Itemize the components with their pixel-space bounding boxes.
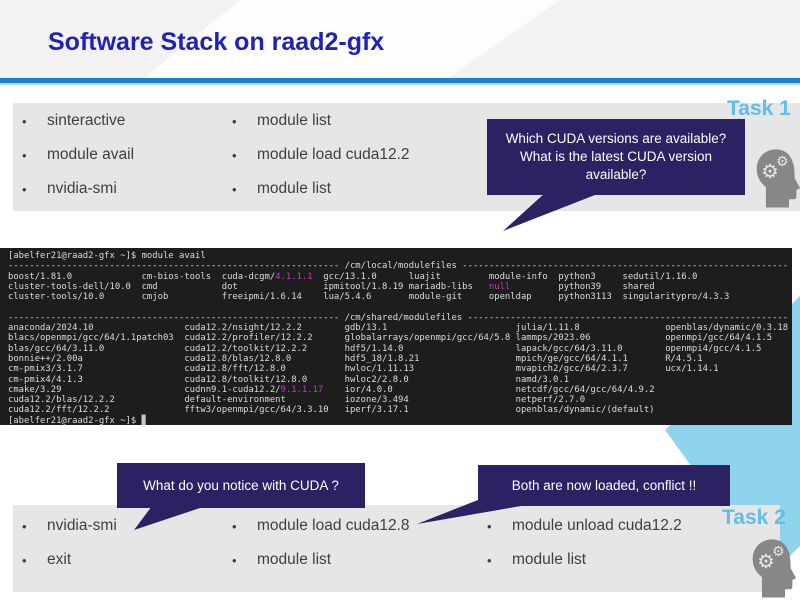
bubble-tail [134, 506, 206, 530]
bullet-dot: • [232, 518, 237, 534]
command-bullet: • module list [487, 543, 682, 577]
command-text: module list [257, 112, 332, 129]
command-bullet: • nvidia-smi [22, 509, 117, 543]
thinking-head-icon: ⚙ ⚙ [756, 149, 800, 208]
command-bullet: • module load cuda12.8 [232, 509, 410, 543]
bullet-dot: • [22, 113, 27, 129]
task2-label: Task 2 [722, 506, 786, 529]
command-text: module load cuda12.2 [257, 146, 410, 163]
bullet-dot: • [487, 552, 492, 568]
command-text: module avail [47, 146, 135, 163]
command-bullet: • sinteractive [22, 104, 134, 138]
bullet-dot: • [487, 518, 492, 534]
command-text: sinteractive [47, 112, 126, 129]
page-title: Software Stack on raad2-gfx [48, 28, 385, 56]
task1-label: Task 1 [727, 97, 791, 120]
command-bullet: • nvidia-smi [22, 172, 134, 206]
bullet-dot: • [232, 147, 237, 163]
command-text: module list [512, 551, 587, 568]
bullet-dot: • [22, 181, 27, 197]
task2-command-list-col2: • module load cuda12.8 • module list [232, 509, 410, 577]
command-bullet: • module load cuda12.2 [232, 138, 410, 172]
command-bullet: • module unload cuda12.2 [487, 509, 682, 543]
command-text: module list [257, 551, 332, 568]
command-bullet: • module list [232, 172, 410, 206]
task1-question-bubble: Which CUDA versions are available? What … [487, 119, 745, 195]
bubble-tail [503, 193, 600, 231]
command-bullet: • module list [232, 543, 410, 577]
gear-icon: ⚙ [772, 543, 784, 559]
bullet-dot: • [22, 518, 27, 534]
bullet-dot: • [22, 147, 27, 163]
task2-panel [13, 505, 780, 592]
terminal-output: [abelfer21@raad2-gfx ~]$ module avail ---… [0, 248, 792, 425]
task2-command-list-col3: • module unload cuda12.2 • module list [487, 509, 682, 577]
gear-icon: ⚙ [776, 153, 788, 169]
bullet-dot: • [232, 552, 237, 568]
bullet-dot: • [232, 113, 237, 129]
command-text: exit [47, 551, 72, 568]
bullet-dot: • [232, 181, 237, 197]
task2-command-list-col1: • nvidia-smi • exit [22, 509, 117, 577]
command-bullet: • module list [232, 104, 410, 138]
command-text: nvidia-smi [47, 180, 117, 197]
title-underline-light [0, 83, 800, 85]
command-text: module list [257, 180, 332, 197]
gear-icon: ⚙ [761, 161, 778, 183]
command-text: nvidia-smi [47, 517, 117, 534]
bubble-tail [417, 498, 527, 524]
command-bullet: • module avail [22, 138, 134, 172]
title-underline [0, 78, 800, 83]
bullet-dot: • [22, 552, 27, 568]
command-bullet: • exit [22, 543, 117, 577]
task1-command-list-right: • module list • module load cuda12.2 • m… [232, 104, 410, 206]
command-text: module unload cuda12.2 [512, 517, 682, 534]
header-band [0, 0, 800, 78]
command-text: module load cuda12.8 [257, 517, 410, 534]
thinking-head-icon: ⚙ ⚙ [752, 539, 797, 598]
task1-command-list-left: • sinteractive • module avail • nvidia-s… [22, 104, 134, 206]
task2-question-bubble-left: What do you notice with CUDA ? [117, 463, 365, 508]
